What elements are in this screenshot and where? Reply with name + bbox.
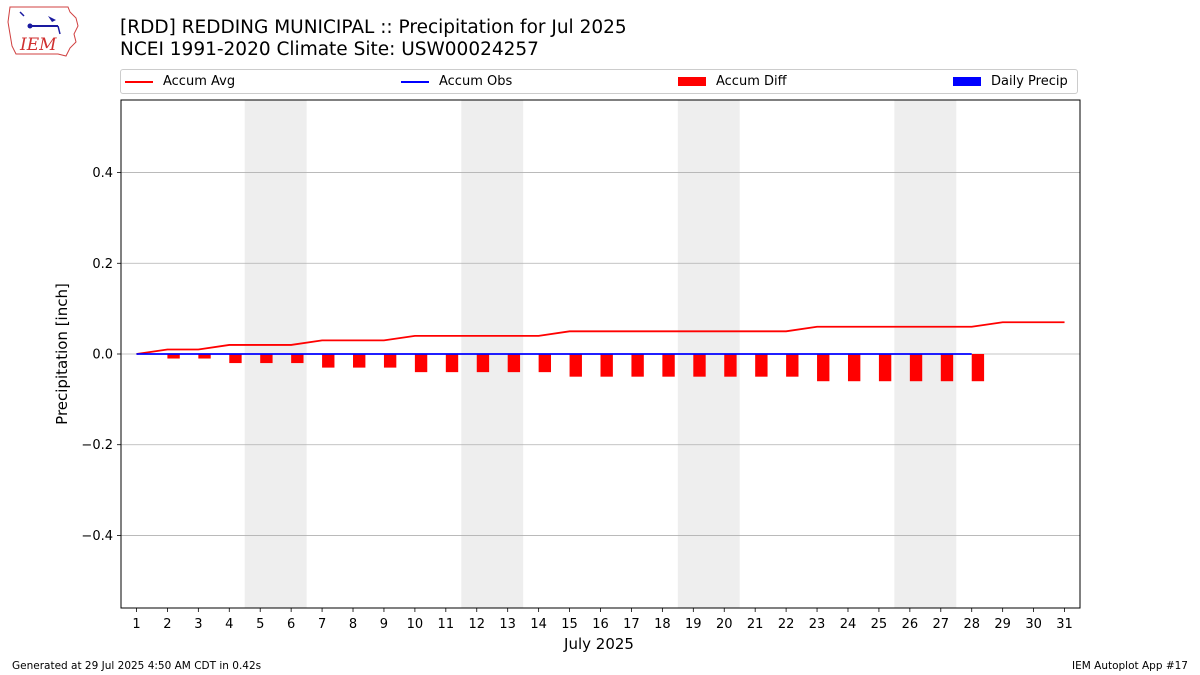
accum-diff-bar (786, 354, 799, 377)
y-tick-labels: −0.4 −0.2 0.0 0.2 0.4 (81, 166, 113, 544)
accum-diff-bar (569, 354, 582, 377)
accum-diff-bar (662, 354, 675, 377)
legend-swatch-daily-precip (953, 77, 981, 86)
x-tick-label: 31 (1056, 617, 1073, 632)
accum-diff-bar (817, 354, 830, 382)
x-axis-label: July 2025 (563, 635, 634, 653)
accum-diff-bar (631, 354, 644, 377)
x-tick-label: 25 (871, 617, 888, 632)
app-credit: IEM Autoplot App #17 (1072, 660, 1188, 672)
accum-diff-bar (755, 354, 768, 377)
x-tick-label: 6 (287, 617, 295, 632)
x-tick-label: 15 (561, 617, 578, 632)
x-tick-label: 26 (902, 617, 919, 632)
x-tick-label: 28 (963, 617, 980, 632)
x-tick-label: 2 (163, 617, 171, 632)
axes (117, 99, 1081, 612)
x-tick-label: 22 (778, 617, 795, 632)
x-tick-label: 23 (809, 617, 826, 632)
legend-item-accum-obs: Accum Obs (401, 70, 512, 93)
accum-diff-bar (414, 354, 428, 373)
x-tick-label: 3 (194, 617, 202, 632)
accum-diff-bar (507, 354, 521, 373)
chart-title: [RDD] REDDING MUNICIPAL :: Precipitation… (120, 17, 627, 38)
accum-diff-bar (198, 354, 211, 359)
x-tick-label: 21 (747, 617, 764, 632)
y-tick-label: 0.4 (92, 166, 113, 181)
accum-diff-bar (383, 354, 397, 368)
accum-diff-bar (693, 354, 706, 377)
x-tick-label: 13 (499, 617, 516, 632)
legend-label-accum-diff: Accum Diff (716, 74, 787, 89)
x-tick-label: 12 (468, 617, 485, 632)
y-tick-label: −0.4 (81, 529, 113, 544)
x-tick-label: 7 (318, 617, 326, 632)
accum-diff-bar (847, 354, 861, 382)
chart-legend: Accum Avg Accum Obs Accum Diff Daily Pre… (120, 69, 1078, 94)
accum-diff-bar (940, 354, 954, 382)
x-tick-label: 18 (654, 617, 671, 632)
x-tick-label: 16 (592, 617, 609, 632)
x-tick-label: 30 (1025, 617, 1042, 632)
accum-diff-bar (445, 354, 459, 373)
accum-diff-bar (909, 354, 923, 382)
x-tick-label: 29 (994, 617, 1011, 632)
legend-item-accum-avg: Accum Avg (125, 70, 235, 93)
legend-swatch-accum-diff (678, 77, 706, 86)
x-tick-label: 5 (256, 617, 264, 632)
y-tick-label: 0.2 (92, 257, 113, 272)
x-tick-label: 17 (623, 617, 640, 632)
iem-logo-text: IEM (19, 35, 57, 55)
legend-item-accum-diff: Accum Diff (678, 70, 787, 93)
accum-diff-bar (476, 354, 490, 373)
legend-swatch-accum-avg (125, 80, 153, 83)
accum-diff-bar (291, 354, 304, 364)
accum-diff-bar (878, 354, 892, 382)
accum-diff-bar (229, 354, 242, 364)
x-tick-label: 20 (716, 617, 733, 632)
legend-label-accum-avg: Accum Avg (163, 74, 236, 89)
x-tick-label: 24 (840, 617, 857, 632)
x-tick-label: 8 (349, 617, 357, 632)
x-tick-label: 14 (530, 617, 547, 632)
accum-diff-bar (322, 354, 335, 368)
accum-diff-bar (971, 354, 985, 382)
legend-swatch-accum-obs (401, 80, 429, 83)
accum-diff-bar (167, 354, 180, 359)
x-tick-label: 1 (132, 617, 140, 632)
legend-item-daily-precip: Daily Precip (953, 70, 1068, 93)
y-tick-label: −0.2 (81, 438, 113, 453)
x-tick-label: 11 (438, 617, 455, 632)
generated-timestamp: Generated at 29 Jul 2025 4:50 AM CDT in … (12, 660, 262, 672)
x-tick-labels: 1 2 3 4 5 6 7 8 9 10 11 12 13 14 15 16 17 18 19 20 21 22 23 24 2… (132, 617, 1072, 632)
accum-diff-bars (167, 354, 985, 382)
accum-diff-bar (538, 354, 552, 373)
accum-diff-bar (353, 354, 366, 368)
x-tick-label: 9 (380, 617, 388, 632)
accum-avg-line (136, 321, 1065, 355)
chart-subtitle: NCEI 1991-2020 Climate Site: USW00024257 (120, 39, 539, 60)
series-lines (136, 321, 1065, 355)
x-tick-label: 19 (685, 617, 702, 632)
accum-diff-bar (600, 354, 613, 377)
iem-logo: IEM (7, 6, 79, 57)
x-tick-label: 10 (407, 617, 424, 632)
y-axis-label: Precipitation [inch] (53, 283, 71, 425)
accum-diff-bar (724, 354, 737, 377)
y-tick-label: 0.0 (92, 348, 113, 363)
legend-label-accum-obs: Accum Obs (439, 74, 513, 89)
legend-label-daily-precip: Daily Precip (991, 74, 1068, 89)
accum-diff-bar (260, 354, 273, 364)
x-tick-label: 4 (225, 617, 233, 632)
x-tick-label: 27 (933, 617, 950, 632)
